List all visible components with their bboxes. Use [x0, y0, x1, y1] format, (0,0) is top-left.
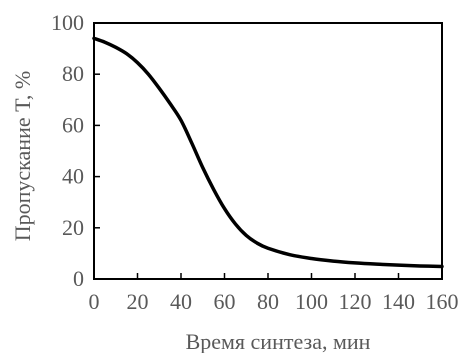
y-tick-label: 60	[62, 112, 84, 137]
y-axis-ticks: 0 20 40 60 80 100	[51, 10, 100, 291]
y-tick-label: 80	[62, 61, 84, 86]
x-tick-label: 120	[339, 289, 372, 314]
x-axis-title: Время синтеза, мин	[186, 329, 371, 353]
plot-frame	[93, 22, 443, 280]
x-tick-label: 40	[170, 289, 192, 314]
x-axis-ticks: 0 20 40 60 80 100 120 140 160	[89, 273, 459, 314]
series-line	[92, 36, 444, 269]
y-tick-label: 20	[62, 215, 84, 240]
x-tick-label: 20	[127, 289, 149, 314]
y-axis-title: Пропускание T, %	[10, 71, 35, 242]
x-tick-label: 0	[89, 289, 100, 314]
y-tick-label: 40	[62, 164, 84, 189]
y-tick-label: 100	[51, 10, 84, 35]
x-tick-label: 60	[214, 289, 236, 314]
x-tick-label: 100	[295, 289, 328, 314]
x-tick-label: 160	[426, 289, 459, 314]
x-tick-label: 80	[257, 289, 279, 314]
plot-area	[92, 22, 444, 280]
x-tick-label: 140	[382, 289, 415, 314]
y-tick-label: 0	[73, 266, 84, 291]
